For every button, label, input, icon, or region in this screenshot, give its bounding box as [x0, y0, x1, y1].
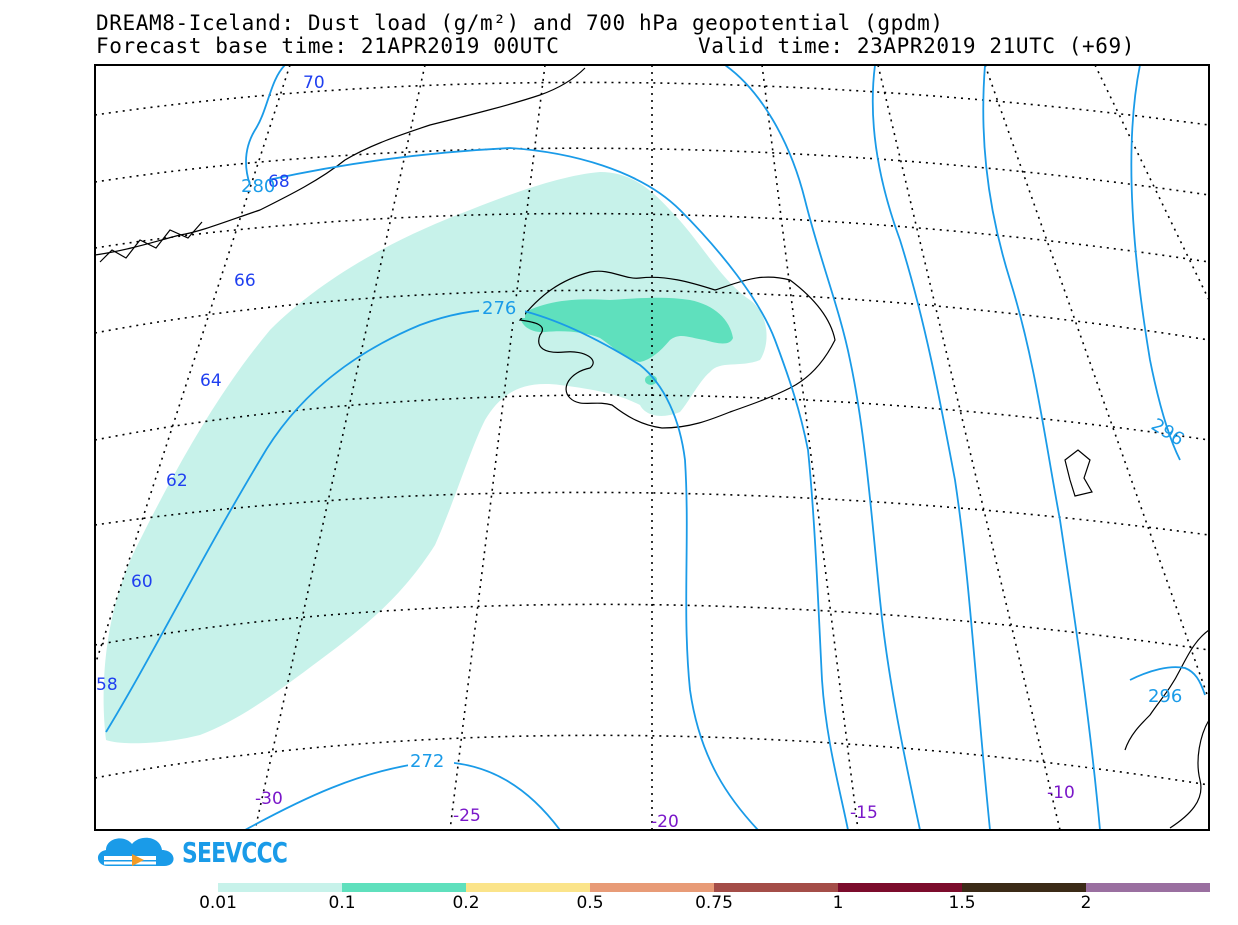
legend-colorbar [218, 883, 1210, 892]
lon-label-minus-30: -30 [255, 789, 283, 809]
dust-area-low [103, 172, 767, 744]
map-title: DREAM8-Iceland: Dust load (g/m²) and 700… [96, 11, 944, 35]
geopotential-contours [105, 65, 1206, 830]
cloud-logo-icon [97, 837, 174, 866]
legend-swatch-4 [590, 883, 714, 892]
logo-text: SEEVCCC [182, 836, 288, 869]
longitude-meridians [95, 65, 1209, 830]
legend-label-0-2: 0.2 [452, 893, 480, 913]
legend-swatch-5 [714, 883, 838, 892]
contour-label-280: 280 [241, 176, 275, 197]
valid-time: Valid time: 23APR2019 21UTC (+69) [698, 34, 1136, 58]
legend-label-0-1: 0.1 [328, 893, 356, 913]
legend-swatch-8 [1086, 883, 1210, 892]
lat-label-64: 64 [200, 371, 222, 391]
legend-label-1: 1 [832, 893, 844, 913]
legend-label-0-01: 0.01 [199, 893, 237, 913]
latitude-parallels [95, 81, 1209, 786]
lon-label-minus-20: -20 [651, 812, 679, 832]
contour-label-296-upper: 296 [1147, 414, 1187, 450]
legend-label-1-5: 1.5 [948, 893, 976, 913]
lon-label-minus-15: -15 [850, 803, 878, 823]
contour-label-296-lower: 296 [1148, 686, 1182, 707]
contour-label-276: 276 [482, 298, 516, 319]
map-frame [94, 64, 1210, 831]
legend-swatch-7 [962, 883, 1086, 892]
lat-label-66: 66 [234, 271, 256, 291]
contour-label-272: 272 [410, 751, 444, 772]
coastlines [95, 67, 1209, 829]
lat-label-62: 62 [166, 471, 188, 491]
lat-label-68: 68 [268, 172, 290, 192]
legend-label-2: 2 [1080, 893, 1092, 913]
legend-swatch-2 [342, 883, 466, 892]
legend-swatch-6 [838, 883, 962, 892]
lat-label-60: 60 [131, 572, 153, 592]
legend-label-0-75: 0.75 [695, 893, 733, 913]
dust-area-mid [520, 297, 733, 362]
legend-swatch-1 [218, 883, 342, 892]
legend-label-0-5: 0.5 [576, 893, 604, 913]
legend-swatch-3 [466, 883, 590, 892]
lon-label-minus-10: -10 [1047, 783, 1075, 803]
lon-label-minus-25: -25 [453, 806, 481, 826]
lat-label-58: 58 [96, 675, 118, 695]
lat-label-70: 70 [303, 73, 325, 93]
forecast-base-time: Forecast base time: 21APR2019 00UTC [96, 34, 560, 58]
